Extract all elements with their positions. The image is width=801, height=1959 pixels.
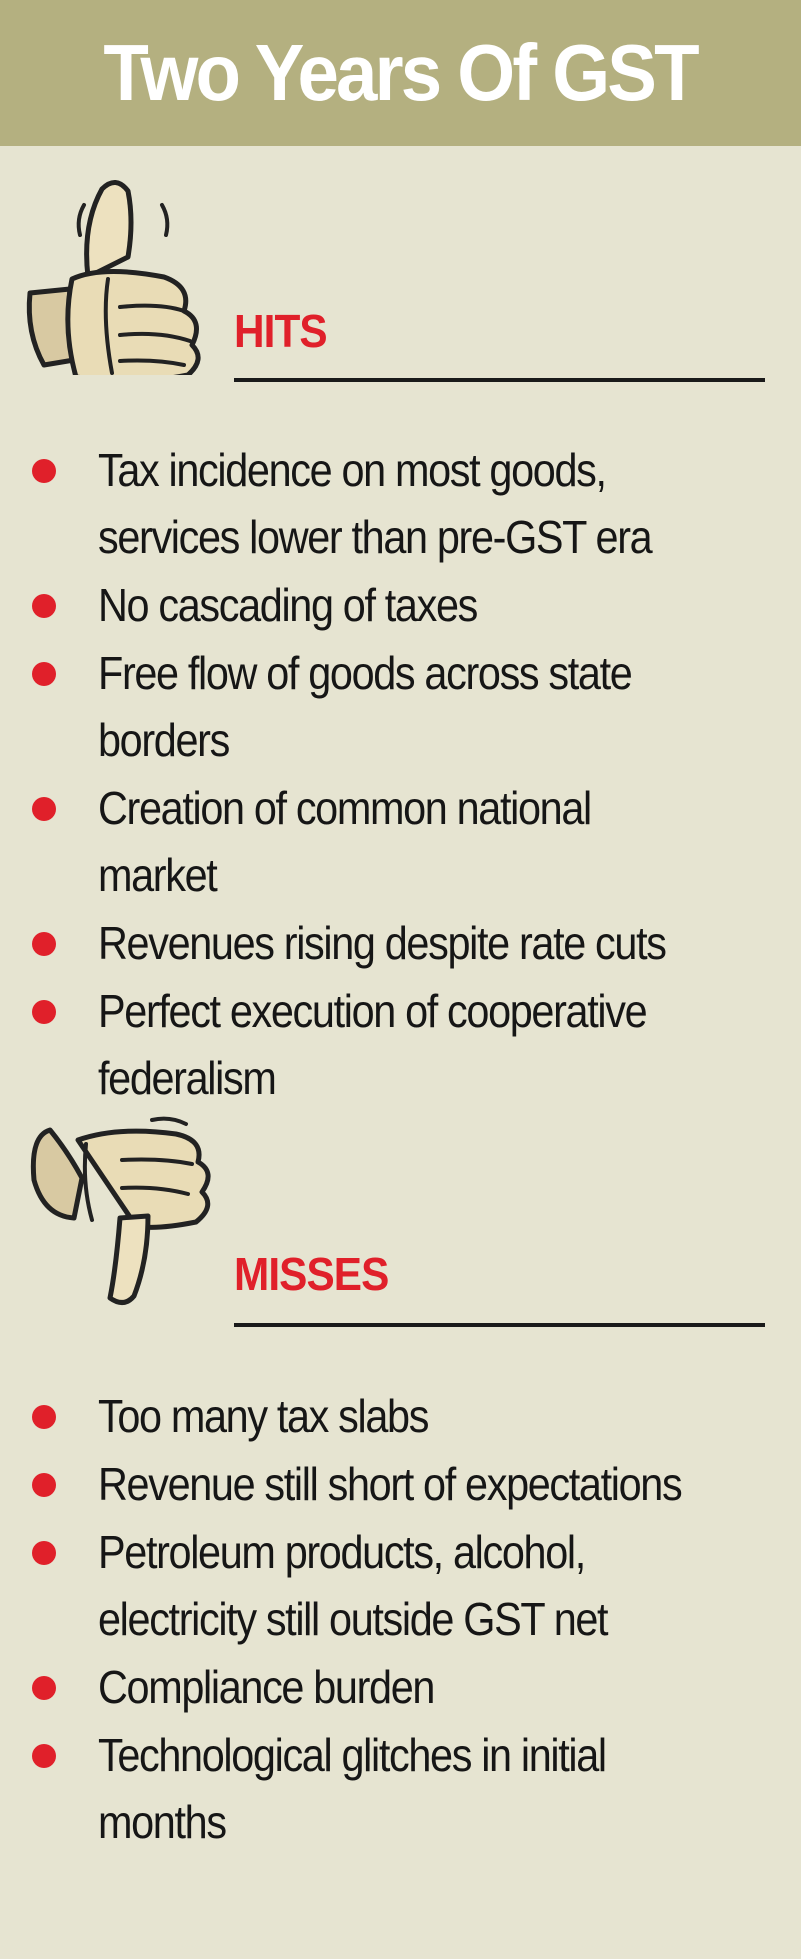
bullet-dot (32, 459, 56, 483)
bullet-dot (32, 1676, 56, 1700)
hits-heading: HITS (234, 305, 328, 357)
bullet-dot (32, 594, 56, 618)
list-item: Revenue still short of expectations (0, 1451, 801, 1518)
bullet-dot (32, 1541, 56, 1565)
thumbs-up-icon (26, 180, 201, 375)
bullet-dot (32, 662, 56, 686)
bullet-dot (32, 1405, 56, 1429)
thumbs-down-icon (30, 1116, 211, 1305)
misses-divider (234, 1323, 765, 1327)
list-item: No cascading of taxes (0, 572, 801, 639)
list-item: Compliance burden (0, 1654, 801, 1721)
list-item: Technological glitches in initial months (0, 1722, 801, 1856)
misses-list: Too many tax slabs Revenue still short o… (0, 1383, 801, 1857)
list-item: Tax incidence on most goods, services lo… (0, 437, 801, 571)
bullet-dot (32, 1473, 56, 1497)
hits-divider (234, 378, 765, 382)
list-item: Free flow of goods across state borders (0, 640, 801, 774)
header-banner: Two Years Of GST (0, 0, 801, 146)
list-item: Too many tax slabs (0, 1383, 801, 1450)
hits-list: Tax incidence on most goods, services lo… (0, 437, 801, 1113)
list-item: Perfect execution of cooperative federal… (0, 978, 801, 1112)
list-item: Creation of common national market (0, 775, 801, 909)
bullet-dot (32, 797, 56, 821)
bullet-dot (32, 1000, 56, 1024)
misses-heading: MISSES (234, 1248, 389, 1300)
list-item: Revenues rising despite rate cuts (0, 910, 801, 977)
list-item: Petroleum products, alcohol, electricity… (0, 1519, 801, 1653)
page-title: Two Years Of GST (103, 28, 700, 117)
bullet-dot (32, 1744, 56, 1768)
bullet-dot (32, 932, 56, 956)
